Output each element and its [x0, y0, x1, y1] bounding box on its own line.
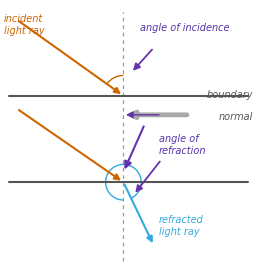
Text: boundary: boundary: [207, 90, 253, 100]
Text: angle of
refraction: angle of refraction: [159, 134, 207, 155]
Text: angle of incidence: angle of incidence: [140, 23, 230, 33]
Text: normal: normal: [219, 112, 253, 122]
Text: incident
light ray: incident light ray: [4, 14, 44, 36]
Text: refracted
light ray: refracted light ray: [159, 215, 204, 237]
